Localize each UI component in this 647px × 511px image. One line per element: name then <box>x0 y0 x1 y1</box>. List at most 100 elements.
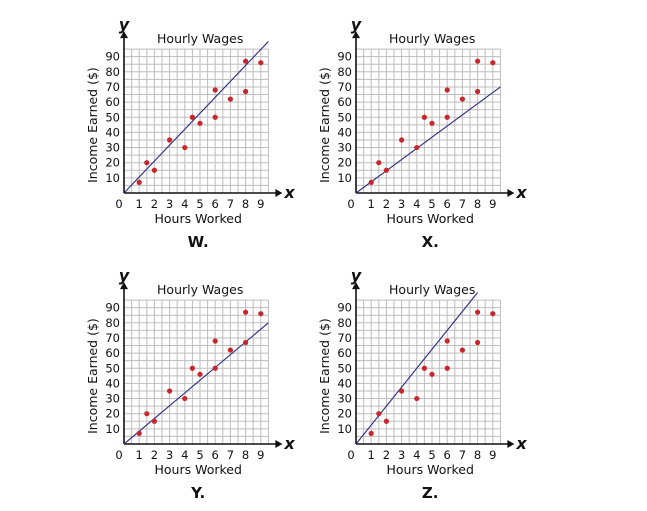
y-tick-label: 90 <box>105 50 120 64</box>
x-tick-label: 6 <box>444 448 451 462</box>
x-tick-label: 3 <box>166 197 173 211</box>
data-point <box>429 371 435 377</box>
y-tick-label: 10 <box>337 171 352 185</box>
x-tick-label: 7 <box>227 448 234 462</box>
x-tick-label: 8 <box>242 197 249 211</box>
x-tick-label: 2 <box>383 448 390 462</box>
data-point <box>151 418 157 424</box>
x-tick-label: 1 <box>368 448 375 462</box>
y-tick-label: 90 <box>105 301 120 315</box>
y-tick-label: 90 <box>337 301 352 315</box>
data-point <box>136 179 142 185</box>
x-tick-label: 5 <box>428 197 435 211</box>
data-point <box>459 96 465 102</box>
y-tick-label: 20 <box>337 407 352 421</box>
x-tick-label: 8 <box>242 448 249 462</box>
x-tick-label: 7 <box>459 448 466 462</box>
y-tick-label: 70 <box>337 331 352 345</box>
x-variable-label: x <box>283 183 295 202</box>
data-point <box>459 347 465 353</box>
y-tick-label: 30 <box>105 141 120 155</box>
y-axis-title: Income Earned ($) <box>85 318 100 434</box>
x-tick-label: 2 <box>383 197 390 211</box>
data-point <box>144 411 150 417</box>
fit-line <box>123 41 269 194</box>
data-point <box>197 120 203 126</box>
y-tick-label: 40 <box>337 125 352 139</box>
y-tick-label: 50 <box>337 361 352 375</box>
y-tick-label: 20 <box>105 407 120 421</box>
y-tick-label: 20 <box>337 156 352 170</box>
x-tick-label: 0 <box>115 448 122 462</box>
y-axis-arrow <box>352 31 360 39</box>
data-point <box>144 160 150 166</box>
x-tick-label: 9 <box>257 197 264 211</box>
data-point <box>368 179 374 185</box>
data-point <box>227 347 233 353</box>
y-tick-label: 20 <box>105 156 120 170</box>
x-tick-label: 1 <box>136 197 143 211</box>
x-tick-label: 4 <box>413 448 420 462</box>
x-tick-label: 2 <box>151 448 158 462</box>
x-tick-label: 3 <box>398 448 405 462</box>
data-point <box>421 114 427 120</box>
x-tick-label: 0 <box>347 448 354 462</box>
data-point <box>167 388 173 394</box>
data-point <box>243 88 249 95</box>
data-point <box>243 58 249 64</box>
data-point <box>376 160 382 166</box>
grid <box>356 48 501 193</box>
panel-label: X. <box>422 233 439 251</box>
x-tick-label: 5 <box>196 197 203 211</box>
x-tick-label: 9 <box>489 197 496 211</box>
data-point <box>212 87 218 93</box>
x-axis-arrow <box>507 189 515 197</box>
data-point <box>421 365 427 371</box>
data-point <box>167 137 173 143</box>
y-variable-label: y <box>119 266 130 285</box>
x-axis-title: Hours Worked <box>386 462 473 477</box>
panel-label: Z. <box>422 484 439 502</box>
data-point <box>444 87 450 93</box>
fit-line <box>355 292 479 445</box>
y-tick-label: 40 <box>337 376 352 390</box>
y-tick-label: 40 <box>105 125 120 139</box>
y-tick-label: 30 <box>337 141 352 155</box>
data-point <box>490 311 496 317</box>
x-axis-arrow <box>275 440 283 448</box>
y-tick-label: 70 <box>337 80 352 94</box>
x-tick-label: 3 <box>166 448 173 462</box>
x-axis-arrow <box>507 440 515 448</box>
y-axis-arrow <box>120 31 128 39</box>
data-point <box>399 388 405 394</box>
data-point <box>383 167 389 173</box>
data-point <box>368 430 374 436</box>
y-axis-arrow <box>120 282 128 290</box>
data-point <box>212 338 218 344</box>
data-point <box>475 309 481 315</box>
y-variable-label: y <box>351 15 362 34</box>
x-tick-label: 7 <box>459 197 466 211</box>
x-tick-label: 2 <box>151 197 158 211</box>
x-axis-title: Hours Worked <box>154 211 241 226</box>
data-point <box>490 60 496 66</box>
data-point <box>197 371 203 377</box>
x-tick-label: 6 <box>212 197 219 211</box>
panel-label: W. <box>188 233 209 251</box>
data-point <box>376 411 382 417</box>
x-variable-label: x <box>515 183 527 202</box>
data-point <box>383 418 389 424</box>
data-point <box>399 137 405 143</box>
x-axis-title: Hours Worked <box>386 211 473 226</box>
y-tick-label: 60 <box>337 346 352 360</box>
x-tick-label: 8 <box>474 197 481 211</box>
x-tick-label: 6 <box>212 448 219 462</box>
data-point <box>182 395 188 402</box>
chart-title: Hourly Wages <box>157 282 243 297</box>
x-tick-label: 8 <box>474 448 481 462</box>
grid <box>356 299 501 444</box>
y-variable-label: y <box>351 266 362 285</box>
x-tick-label: 4 <box>181 448 188 462</box>
